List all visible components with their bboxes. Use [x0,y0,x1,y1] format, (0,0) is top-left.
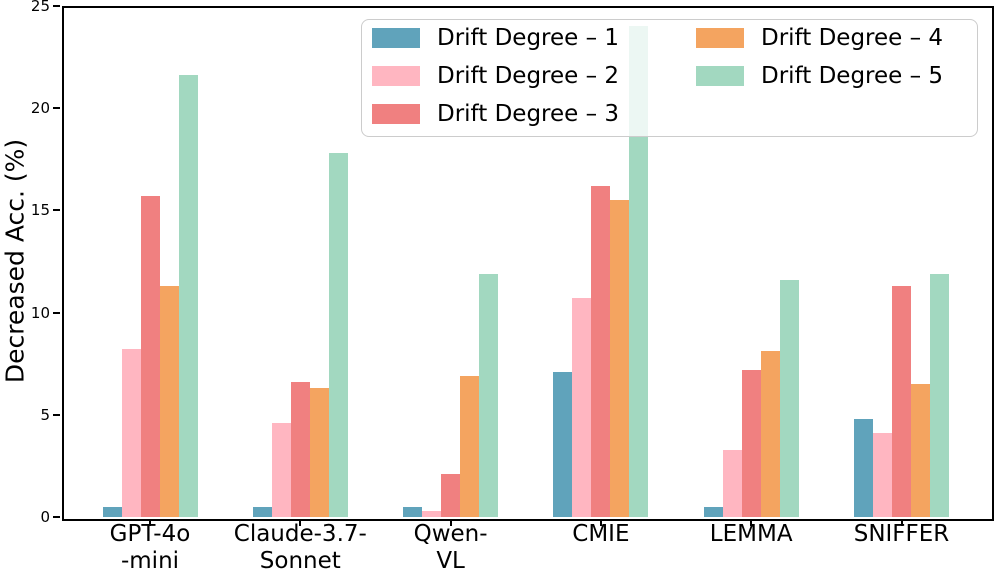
y-tick-mark [53,311,60,314]
bar [140,196,160,517]
legend-entry: Drift Degree – 5 [696,64,943,88]
y-tick-mark [53,413,60,416]
legend-entry: Drift Degree – 1 [372,26,619,50]
bar [290,382,310,517]
legend-swatch [372,104,420,124]
x-tick-label: GPT-4o -mini [109,521,191,574]
bar [479,273,499,517]
y-tick-label: 10 [30,303,50,322]
y-tick-label: 15 [30,201,50,220]
bar [629,26,649,517]
y-tick-label: 0 [40,508,50,526]
legend-entry: Drift Degree – 3 [372,102,619,126]
bar [460,375,480,517]
bar [271,422,291,517]
legend-label: Drift Degree – 3 [437,101,620,127]
bar [309,388,329,517]
bar [722,449,742,517]
x-tick-mark [900,519,903,526]
bar [441,474,461,517]
bar [102,506,122,517]
bar [572,298,592,517]
y-tick-label: 5 [40,405,50,424]
bar [591,185,611,517]
y-tick-label: 25 [30,0,50,15]
legend-label: Drift Degree – 5 [761,63,944,89]
x-tick-label: SNIFFER [853,521,950,547]
legend-entry: Drift Degree – 4 [696,26,943,50]
legend: Drift Degree – 1 Drift Degree – 2 Drift De… [361,19,978,137]
bar [121,349,141,517]
bar [252,506,272,517]
bar [610,200,630,517]
y-tick-mark [53,107,60,110]
bar [403,506,423,517]
legend-swatch [696,66,744,86]
x-tick-mark [299,519,302,526]
x-tick-label: CMIE [572,521,630,547]
legend-swatch [372,28,420,48]
legend-swatch [696,28,744,48]
y-tick-mark [53,516,60,518]
x-tick-mark [449,519,452,526]
bar [779,279,799,517]
bar [930,273,949,517]
bar [911,384,930,517]
legend-label: Drift Degree – 1 [437,25,620,51]
bar [703,506,723,517]
y-tick-label: 20 [30,99,50,118]
x-tick-label: Qwen- VL [413,521,488,574]
x-tick-label: LEMMA [709,521,793,547]
legend-swatch [372,66,420,86]
x-tick-mark [149,519,151,526]
bar [553,371,573,517]
x-tick-mark [750,519,753,526]
x-tick-label: Claude-3.7- Sonnet [233,521,367,574]
legend-entry: Drift Degree – 2 [372,64,619,88]
bar [328,153,348,517]
bar [741,369,761,517]
bar [178,75,198,517]
bar [854,418,873,517]
bar [892,286,911,517]
bar [760,351,780,517]
y-tick-mark [53,5,60,7]
legend-label: Drift Degree – 4 [761,25,944,51]
bar [159,286,179,517]
legend-label: Drift Degree – 2 [437,63,620,89]
y-axis-label: Decreased Acc. (%) [0,138,30,384]
bar [873,433,892,517]
bar [422,510,442,517]
x-tick-mark [599,519,602,526]
y-tick-mark [53,209,60,212]
